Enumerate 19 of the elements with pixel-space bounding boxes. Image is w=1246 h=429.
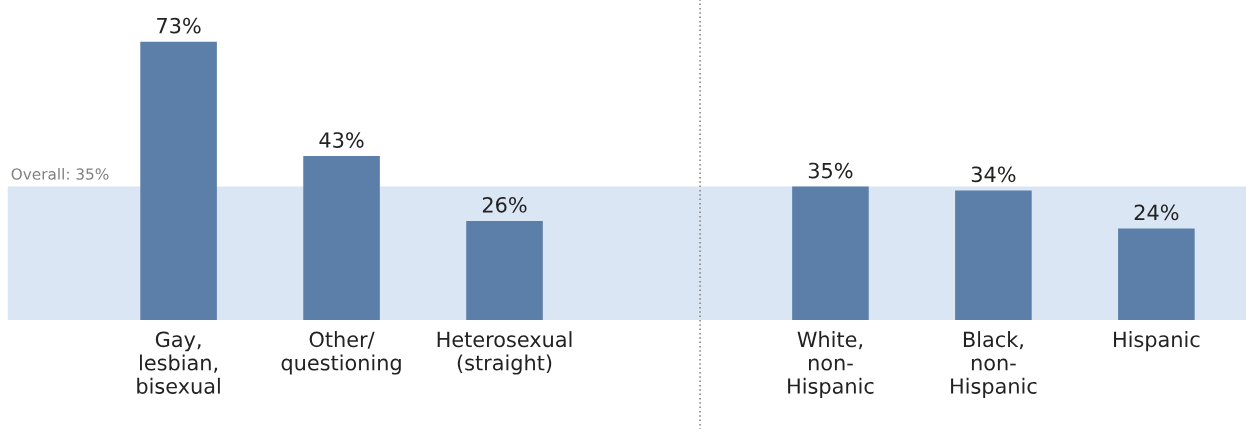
x-tick-label: Heterosexual (straight) (437, 331, 572, 375)
bar (466, 220, 543, 320)
x-tick-label: Gay, lesbian, bisexual (137, 331, 220, 394)
data-label: 35% (808, 162, 853, 179)
data-label: 43% (319, 132, 364, 148)
data-label: 24% (1134, 204, 1179, 221)
bar (792, 186, 869, 320)
bar (303, 156, 380, 320)
band-label: Overall: 35% (11, 167, 109, 180)
x-tick-label: White, non- Hispanic (788, 331, 874, 398)
x-tick-label: Black, non- Hispanic (951, 331, 1037, 398)
data-label: 73% (157, 17, 201, 34)
bar (140, 41, 217, 320)
bar (1118, 228, 1195, 320)
data-label: 26% (482, 196, 527, 213)
data-label: 34% (971, 166, 1016, 183)
x-tick-label: Hispanic (1114, 331, 1200, 352)
x-tick-label: Other/ questioning (281, 331, 401, 375)
bar (955, 190, 1032, 320)
